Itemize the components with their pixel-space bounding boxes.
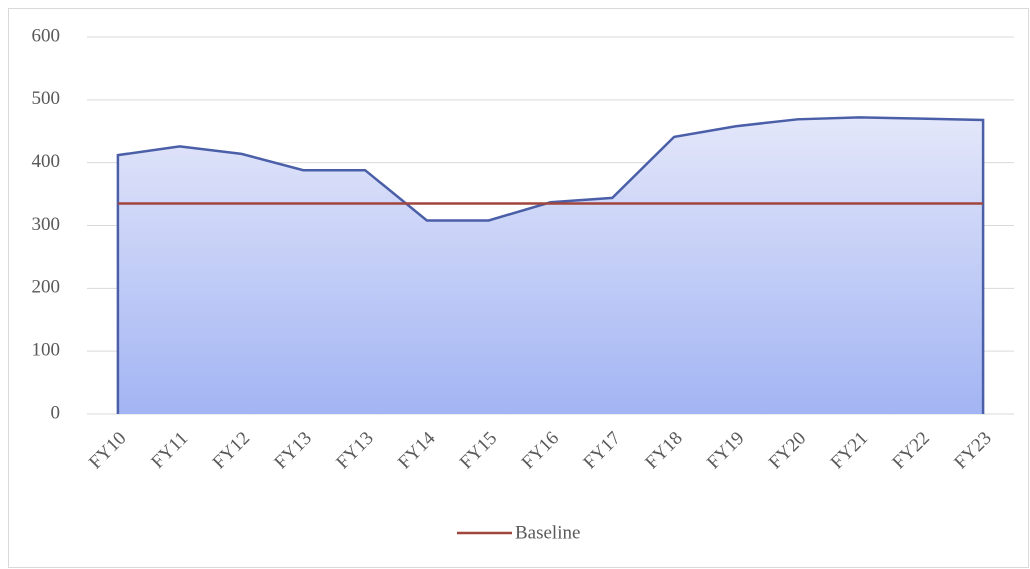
y-tick-label: 300 <box>32 214 61 235</box>
y-tick-label: 600 <box>32 25 61 46</box>
y-tick-label: 200 <box>32 277 61 298</box>
y-tick-label: 0 <box>51 402 61 423</box>
y-tick-label: 500 <box>32 88 61 109</box>
legend-label: Baseline <box>515 522 580 543</box>
area-fill <box>117 117 984 414</box>
area-outline <box>116 116 985 414</box>
y-tick-label: 400 <box>32 151 61 172</box>
y-tick-label: 100 <box>32 340 61 361</box>
